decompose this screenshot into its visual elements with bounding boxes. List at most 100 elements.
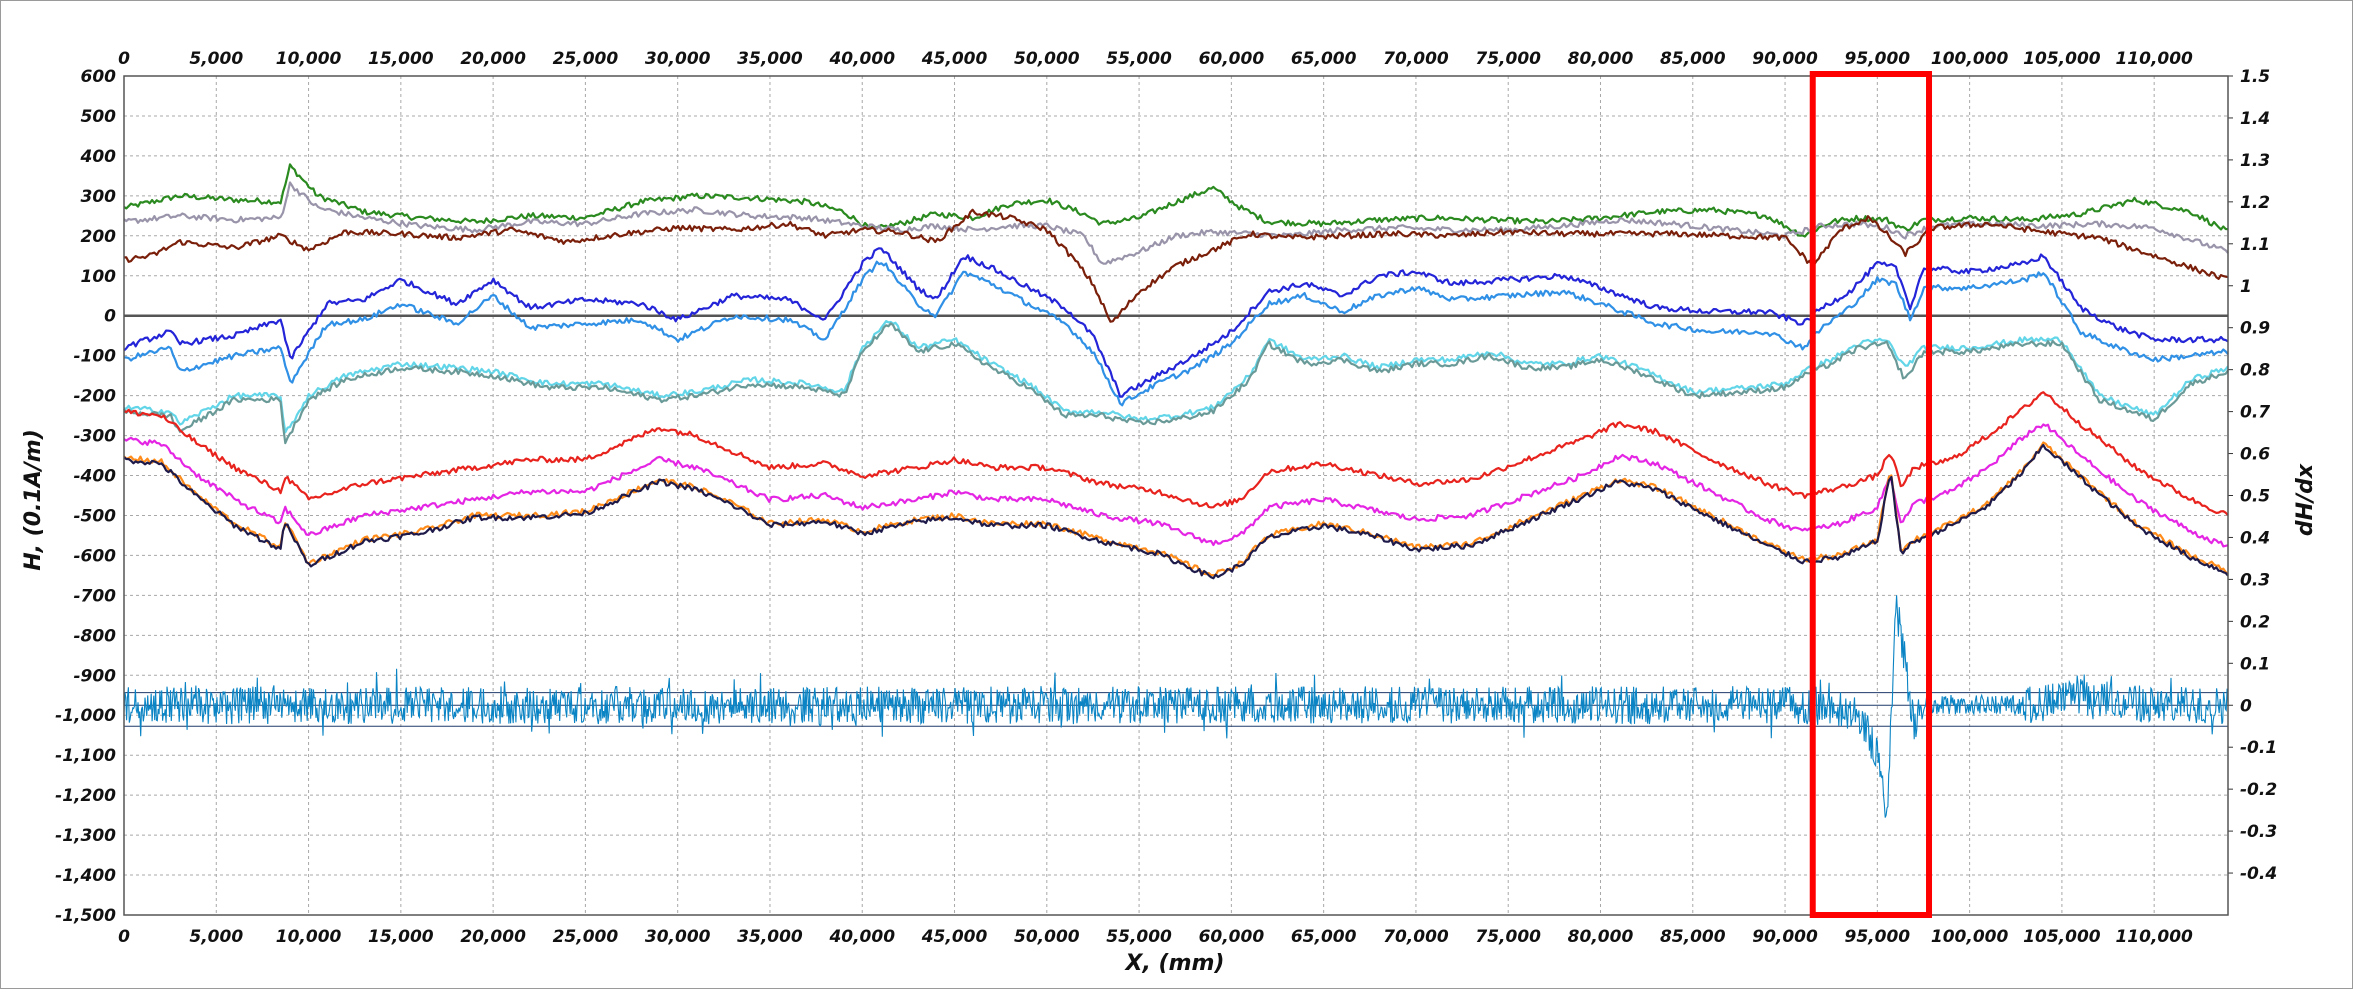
y-tick-label: -1,500 <box>55 906 116 926</box>
h-series-line-0 <box>123 163 2229 238</box>
x-tick-label-top: 45,000 <box>921 49 988 69</box>
y2-tick-label: 0 <box>2240 696 2252 716</box>
series-layer <box>123 163 2229 818</box>
y-tick-label: 600 <box>81 67 117 87</box>
x-tick-label-bottom: 105,000 <box>2023 927 2101 947</box>
y-tick-label: -700 <box>73 586 116 606</box>
x-tick-label-top: 95,000 <box>1845 49 1911 69</box>
x-tick-label-bottom: 5,000 <box>189 927 243 947</box>
y2-axis-title: dH/dx <box>2293 463 2318 536</box>
y-tick-label: -900 <box>73 666 116 686</box>
y2-tick-label: -0.3 <box>2240 822 2277 842</box>
x-tick-label-top: 105,000 <box>2023 49 2101 69</box>
x-tick-label-top: 100,000 <box>1931 49 2009 69</box>
h-series-line-2 <box>124 208 2229 323</box>
x-tick-label-top: 20,000 <box>460 49 526 69</box>
y2-tick-label: 0.4 <box>2240 528 2270 548</box>
y-tick-label: -100 <box>73 347 116 367</box>
y-tick-label: 100 <box>81 267 117 287</box>
x-tick-label-bottom: 10,000 <box>276 927 342 947</box>
y-tick-label: -600 <box>73 546 116 566</box>
x-tick-label-bottom: 40,000 <box>828 927 895 947</box>
x-tick-label-top: 35,000 <box>737 49 803 69</box>
y-tick-label: -300 <box>73 427 116 447</box>
x-tick-label-bottom: 45,000 <box>921 927 988 947</box>
h-series-line-10 <box>123 443 2229 580</box>
y-tick-label: 300 <box>81 187 117 207</box>
h-series-line-8 <box>123 423 2229 548</box>
plot-border <box>123 75 2229 916</box>
grid-layer <box>123 75 2228 916</box>
x-tick-label-bottom: 100,000 <box>1931 927 2009 947</box>
x-tick-label-top: 15,000 <box>368 49 434 69</box>
x-tick-label-top: 60,000 <box>1199 49 1265 69</box>
x-tick-label-bottom: 20,000 <box>460 927 526 947</box>
y2-tick-label: -0.1 <box>2240 738 2277 758</box>
x-tick-label-bottom: 0 <box>118 927 130 947</box>
y2-tick-label: 0.7 <box>2240 403 2270 423</box>
x-tick-label-top: 25,000 <box>553 49 619 69</box>
y2-tick-label: -0.2 <box>2240 780 2277 800</box>
y2-tick-label: 0.2 <box>2240 612 2270 632</box>
y2-tick-label: 0.5 <box>2240 487 2270 507</box>
y2-tick-label: 0.1 <box>2240 654 2270 674</box>
y2-tick-label: 1.5 <box>2240 67 2270 87</box>
x-tick-label-bottom: 90,000 <box>1752 927 1818 947</box>
x-tick-label-top: 85,000 <box>1660 49 1726 69</box>
x-tick-label-bottom: 35,000 <box>737 927 803 947</box>
x-tick-label-bottom: 25,000 <box>553 927 619 947</box>
x-tick-label-top: 70,000 <box>1383 49 1449 69</box>
h-series-line-6 <box>123 322 2229 445</box>
y2-tick-label: 0.3 <box>2240 570 2270 590</box>
y2-tick-label: 1.3 <box>2240 151 2270 171</box>
y-tick-label: -1,000 <box>55 706 116 726</box>
axis-layer: X, (mm) H, (0.1A/m) dH/dx 005,0005,00010… <box>21 49 2318 976</box>
y2-tick-label: 1.4 <box>2240 109 2270 129</box>
y-tick-label: -1,300 <box>55 826 116 846</box>
x-tick-label-bottom: 85,000 <box>1660 927 1726 947</box>
y-tick-label: -1,400 <box>55 866 116 886</box>
h-series-line-4 <box>123 260 2229 407</box>
x-axis-title: X, (mm) <box>1124 951 1225 976</box>
y2-tick-label: 1.2 <box>2240 193 2270 213</box>
x-tick-label-bottom: 65,000 <box>1291 927 1357 947</box>
x-tick-label-top: 50,000 <box>1014 49 1080 69</box>
x-tick-label-bottom: 80,000 <box>1568 927 1634 947</box>
y2-tick-label: 0.8 <box>2240 361 2270 381</box>
y-tick-label: -800 <box>73 626 116 646</box>
y-tick-label: 400 <box>80 147 117 167</box>
x-tick-label-bottom: 75,000 <box>1475 927 1541 947</box>
y2-tick-label: -0.4 <box>2240 864 2277 884</box>
x-tick-label-bottom: 60,000 <box>1199 927 1265 947</box>
y2-tick-label: 1.1 <box>2240 235 2270 255</box>
highlight-box <box>1809 71 1933 918</box>
x-tick-label-bottom: 30,000 <box>645 927 711 947</box>
y-tick-label: 500 <box>81 107 117 127</box>
x-tick-label-top: 55,000 <box>1106 49 1172 69</box>
x-tick-label-top: 80,000 <box>1568 49 1634 69</box>
x-tick-label-bottom: 50,000 <box>1014 927 1080 947</box>
x-tick-label-bottom: 70,000 <box>1383 927 1449 947</box>
y-tick-label: 0 <box>104 307 116 327</box>
x-tick-label-top: 110,000 <box>2115 49 2193 69</box>
y-axis-title: H, (0.1A/m) <box>21 429 46 571</box>
x-tick-label-top: 30,000 <box>645 49 711 69</box>
dhdx-series-line <box>123 595 2229 818</box>
x-tick-label-top: 40,000 <box>828 49 895 69</box>
x-tick-label-top: 0 <box>118 49 130 69</box>
x-tick-label-top: 65,000 <box>1291 49 1357 69</box>
h-series-line-7 <box>123 391 2229 516</box>
y-tick-label: -400 <box>73 467 116 487</box>
x-tick-label-top: 90,000 <box>1752 49 1818 69</box>
y-tick-label: -1,200 <box>55 786 116 806</box>
x-tick-label-top: 10,000 <box>276 49 342 69</box>
y-tick-label: -200 <box>73 387 116 407</box>
x-tick-label-bottom: 55,000 <box>1106 927 1172 947</box>
y2-tick-label: 1 <box>2240 277 2252 297</box>
x-tick-label-top: 5,000 <box>189 49 243 69</box>
x-tick-label-bottom: 110,000 <box>2115 927 2193 947</box>
y-tick-label: -1,100 <box>55 746 116 766</box>
y-tick-label: 200 <box>81 227 117 247</box>
x-tick-label-bottom: 15,000 <box>368 927 434 947</box>
